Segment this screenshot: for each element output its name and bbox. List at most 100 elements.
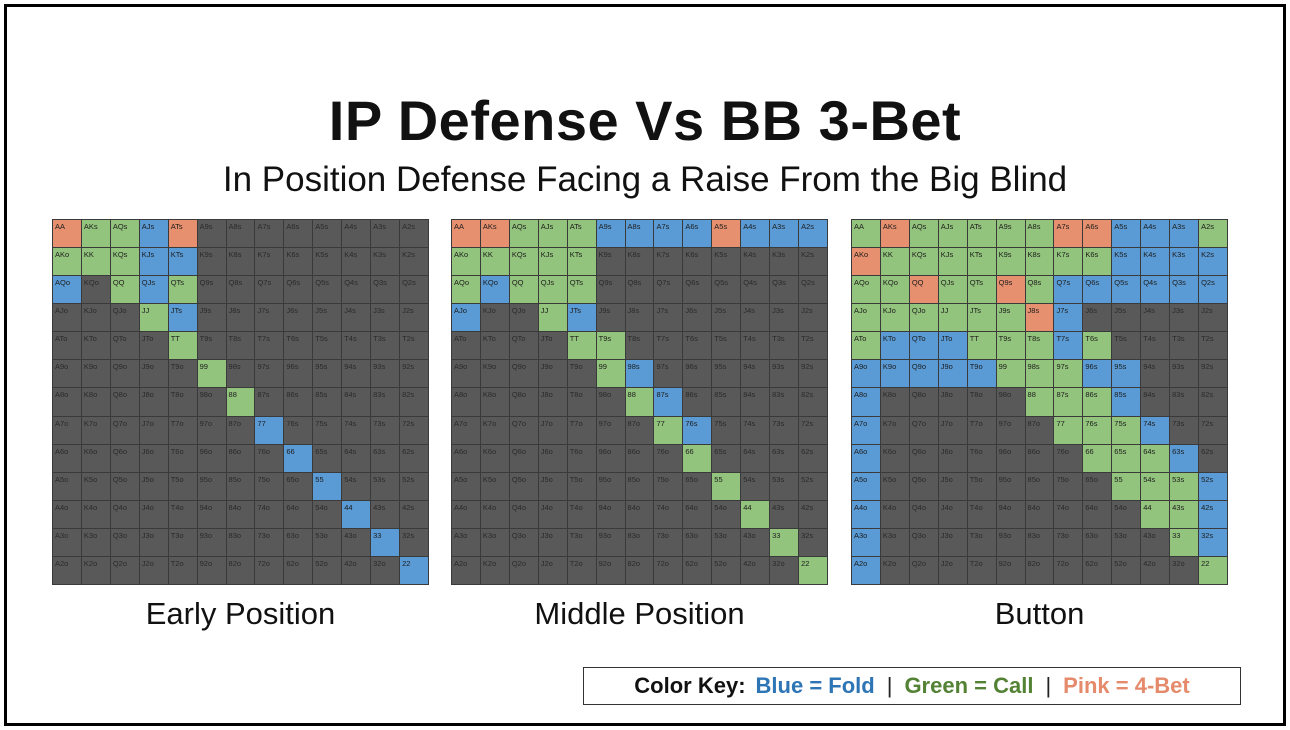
hand-cell-73s: 73s xyxy=(770,416,799,444)
hand-cell-65s: 65s xyxy=(1112,444,1141,472)
hand-cell-K5o: K5o xyxy=(480,472,509,500)
hand-cell-T6s: T6s xyxy=(284,332,313,360)
hand-cell-J4o: J4o xyxy=(938,500,967,528)
hand-cell-T2s: T2s xyxy=(1199,332,1227,360)
hand-cell-AA: AA xyxy=(53,220,81,248)
color-key-separator: | xyxy=(1045,673,1052,698)
hand-cell-QTs: QTs xyxy=(567,276,596,304)
hand-cell-K4s: K4s xyxy=(1141,248,1170,276)
hand-cell-A8o: A8o xyxy=(452,388,480,416)
hand-cell-66: 66 xyxy=(1083,444,1112,472)
hand-cell-K2o: K2o xyxy=(880,556,909,584)
hand-cell-K4s: K4s xyxy=(741,248,770,276)
hand-cell-ATo: ATo xyxy=(53,332,81,360)
hand-cell-J8s: J8s xyxy=(226,304,255,332)
hand-cell-K7s: K7s xyxy=(654,248,683,276)
hand-grid-early-position: AA AKs AQs AJs ATs A9s A8s A7s A6s A5s A4s A3s A2s AK… xyxy=(52,219,429,585)
hand-cell-43o: 43o xyxy=(342,528,371,556)
hand-cell-KQs: KQs xyxy=(509,248,538,276)
hand-cell-K5s: K5s xyxy=(712,248,741,276)
hand-cell-75o: 75o xyxy=(654,472,683,500)
hand-cell-86s: 86s xyxy=(284,388,313,416)
hand-cell-85s: 85s xyxy=(1112,388,1141,416)
hand-cell-J3o: J3o xyxy=(538,528,567,556)
hand-cell-Q7o: Q7o xyxy=(110,416,139,444)
hand-cell-95s: 95s xyxy=(712,360,741,388)
hand-cell-83o: 83o xyxy=(226,528,255,556)
hand-cell-A2s: A2s xyxy=(799,220,827,248)
hand-cell-42s: 42s xyxy=(799,500,827,528)
hand-cell-T5s: T5s xyxy=(712,332,741,360)
hand-cell-55: 55 xyxy=(712,472,741,500)
hand-cell-62o: 62o xyxy=(284,556,313,584)
hand-cell-94s: 94s xyxy=(342,360,371,388)
hand-cell-65s: 65s xyxy=(313,444,342,472)
hand-cell-J3s: J3s xyxy=(1170,304,1199,332)
hand-cell-A9o: A9o xyxy=(452,360,480,388)
hand-cell-97s: 97s xyxy=(654,360,683,388)
hand-cell-ATs: ATs xyxy=(967,220,996,248)
hand-cell-KJo: KJo xyxy=(880,304,909,332)
hand-cell-64o: 64o xyxy=(683,500,712,528)
hand-cell-A2s: A2s xyxy=(400,220,428,248)
hand-cell-K5o: K5o xyxy=(880,472,909,500)
hand-cell-AQo: AQo xyxy=(53,276,81,304)
hand-cell-87s: 87s xyxy=(255,388,284,416)
hand-cell-76s: 76s xyxy=(284,416,313,444)
hand-cell-63s: 63s xyxy=(1170,444,1199,472)
hand-cell-KJs: KJs xyxy=(139,248,168,276)
hand-cell-ATs: ATs xyxy=(567,220,596,248)
hand-cell-T4o: T4o xyxy=(567,500,596,528)
hand-cell-A2o: A2o xyxy=(852,556,880,584)
hand-cell-JTs: JTs xyxy=(567,304,596,332)
hand-cell-J7s: J7s xyxy=(255,304,284,332)
hand-cell-96s: 96s xyxy=(284,360,313,388)
hand-cell-Q4s: Q4s xyxy=(1141,276,1170,304)
hand-cell-94s: 94s xyxy=(1141,360,1170,388)
color-key-separator: | xyxy=(886,673,893,698)
hand-cell-Q5s: Q5s xyxy=(1112,276,1141,304)
hand-cell-Q5o: Q5o xyxy=(509,472,538,500)
hand-cell-A6s: A6s xyxy=(1083,220,1112,248)
hand-cell-A2s: A2s xyxy=(1199,220,1227,248)
hand-cell-Q9o: Q9o xyxy=(110,360,139,388)
hand-cell-33: 33 xyxy=(1170,528,1199,556)
hand-cell-Q2s: Q2s xyxy=(1199,276,1227,304)
hand-cell-Q4s: Q4s xyxy=(741,276,770,304)
hand-cell-97s: 97s xyxy=(255,360,284,388)
hand-cell-KJo: KJo xyxy=(81,304,110,332)
grid-label-button: Button xyxy=(994,596,1085,631)
hand-cell-K9o: K9o xyxy=(81,360,110,388)
hand-cell-QTs: QTs xyxy=(168,276,197,304)
hand-cell-Q2o: Q2o xyxy=(509,556,538,584)
hand-cell-73s: 73s xyxy=(1170,416,1199,444)
hand-cell-T3s: T3s xyxy=(770,332,799,360)
hand-cell-55: 55 xyxy=(1112,472,1141,500)
hand-cell-95o: 95o xyxy=(996,472,1025,500)
hand-cell-92s: 92s xyxy=(799,360,827,388)
hand-cell-A7o: A7o xyxy=(852,416,880,444)
hand-cell-32s: 32s xyxy=(1199,528,1227,556)
hand-cell-62s: 62s xyxy=(400,444,428,472)
hand-cell-Q8s: Q8s xyxy=(625,276,654,304)
hand-cell-K3s: K3s xyxy=(770,248,799,276)
grid-label-early-position: Early Position xyxy=(145,596,336,631)
hand-cell-AQs: AQs xyxy=(509,220,538,248)
hand-cell-73s: 73s xyxy=(371,416,400,444)
grid-label-middle-position: Middle Position xyxy=(534,596,745,631)
hand-cell-K6s: K6s xyxy=(1083,248,1112,276)
hand-cell-84o: 84o xyxy=(1025,500,1054,528)
hand-cell-K4o: K4o xyxy=(81,500,110,528)
hand-cell-T9s: T9s xyxy=(197,332,226,360)
hand-cell-53s: 53s xyxy=(770,472,799,500)
hand-cell-T8o: T8o xyxy=(967,388,996,416)
hand-cell-A5o: A5o xyxy=(452,472,480,500)
hand-cell-64s: 64s xyxy=(741,444,770,472)
hand-cell-52s: 52s xyxy=(400,472,428,500)
hand-cell-98s: 98s xyxy=(1025,360,1054,388)
hand-cell-AQs: AQs xyxy=(110,220,139,248)
hand-cell-82o: 82o xyxy=(1025,556,1054,584)
hand-cell-64o: 64o xyxy=(1083,500,1112,528)
hand-cell-95s: 95s xyxy=(313,360,342,388)
hand-cell-83o: 83o xyxy=(1025,528,1054,556)
